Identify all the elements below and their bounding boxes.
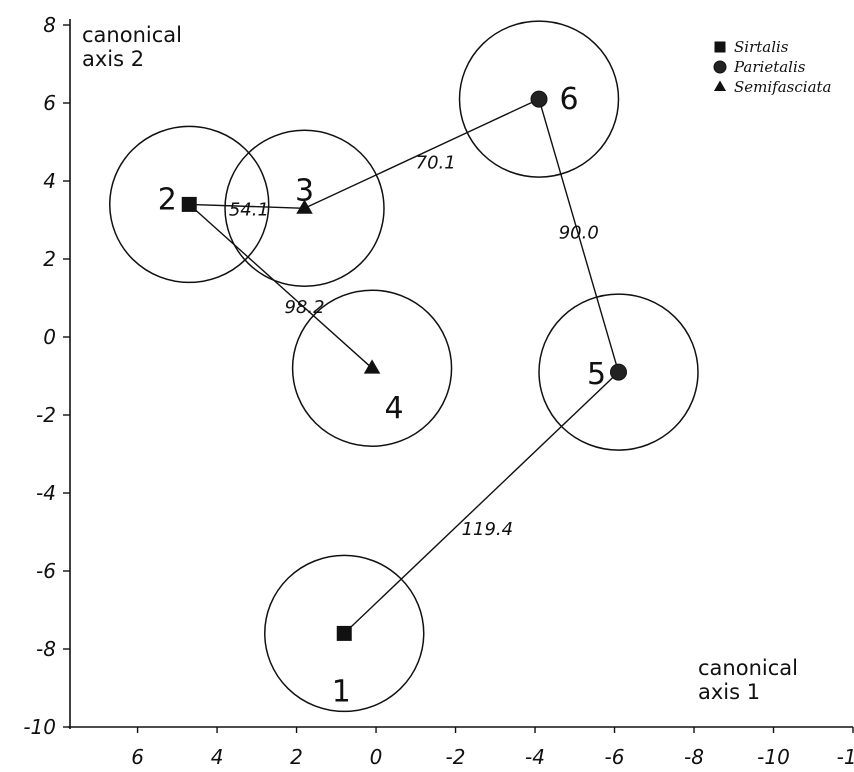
x-tick-label: -6 <box>605 745 625 769</box>
legend-label-parietalis: Parietalis <box>733 58 806 76</box>
x-tick-label: -2 <box>446 745 466 769</box>
y-tick-label: 6 <box>43 91 56 115</box>
group-centroids <box>181 90 627 641</box>
x-tick-label: -4 <box>525 745 545 769</box>
group-number-3: 3 <box>295 173 314 208</box>
centroid-marker-1 <box>336 625 352 641</box>
x-tick-label: 6 <box>131 745 144 769</box>
distance-label-6-5: 90.0 <box>559 223 599 244</box>
centroid-marker-4 <box>363 359 381 374</box>
x-tick-label: 4 <box>211 745 224 769</box>
x-axis-title-line-2: axis 1 <box>698 680 760 704</box>
annotations: 54.1 70.1 98.2 90.0 119.4 1 2 3 4 5 6 <box>158 82 606 709</box>
circle-group-2 <box>108 125 270 284</box>
y-tick-label: 4 <box>43 169 56 193</box>
x-tick-label: -12 <box>837 745 854 769</box>
group-number-5: 5 <box>587 357 606 392</box>
y-axis-title-line-2: axis 2 <box>82 47 144 71</box>
circle-group-5 <box>538 293 699 451</box>
x-axis-title-line-1: canonical <box>698 656 798 680</box>
y-tick-label: -4 <box>36 481 56 505</box>
link-6-5 <box>538 98 620 373</box>
y-axis-title-line-1: canonical <box>82 23 182 47</box>
legend-marker-circle <box>713 60 727 74</box>
circle-group-4 <box>291 289 453 447</box>
group-number-4: 4 <box>385 391 404 426</box>
distance-links <box>188 98 620 634</box>
legend-marker-square <box>714 41 726 53</box>
link-2-3 <box>189 203 305 209</box>
y-tick-label: 8 <box>43 13 56 37</box>
axes: 8 6 4 2 0 -2 -4 -6 -8 -10 6 4 2 0 -2 -4 -6 -8 -10 -12 canoni… <box>23 13 854 769</box>
circle-group-3 <box>224 129 385 288</box>
legend: Sirtalis Parietalis Semifasciata <box>713 38 831 96</box>
legend-marker-triangle <box>713 80 727 91</box>
link-5-1 <box>343 371 619 634</box>
legend-label-semifasciata: Semifasciata <box>734 78 831 96</box>
group-number-1: 1 <box>332 674 351 709</box>
centroid-marker-6 <box>530 90 548 108</box>
x-tick-label: 0 <box>370 745 383 769</box>
y-tick-label: -6 <box>36 559 56 583</box>
distance-label-2-4: 98.2 <box>284 297 324 318</box>
y-tick-label: -8 <box>36 637 56 661</box>
link-2-4 <box>188 203 373 369</box>
distance-label-3-6: 70.1 <box>416 153 456 174</box>
centroid-marker-2 <box>181 196 197 212</box>
distance-label-5-1: 119.4 <box>462 519 514 540</box>
legend-label-sirtalis: Sirtalis <box>734 38 789 56</box>
link-3-6 <box>304 98 540 209</box>
y-tick-label: -2 <box>36 403 56 427</box>
x-tick-label: -10 <box>757 745 790 769</box>
x-tick-label: 2 <box>290 745 303 769</box>
circle-group-6 <box>458 20 620 178</box>
y-tick-label: 0 <box>43 325 56 349</box>
confidence-circles <box>108 20 699 713</box>
group-number-2: 2 <box>158 182 177 217</box>
centroid-marker-5 <box>609 363 627 381</box>
x-tick-label: -8 <box>684 745 704 769</box>
y-tick-label: -10 <box>23 715 56 739</box>
group-number-6: 6 <box>559 82 578 117</box>
y-tick-label: 2 <box>43 247 56 271</box>
centroid-marker-3 <box>296 199 313 214</box>
circle-group-1 <box>264 554 425 713</box>
distance-label-2-3: 54.1 <box>229 199 269 220</box>
